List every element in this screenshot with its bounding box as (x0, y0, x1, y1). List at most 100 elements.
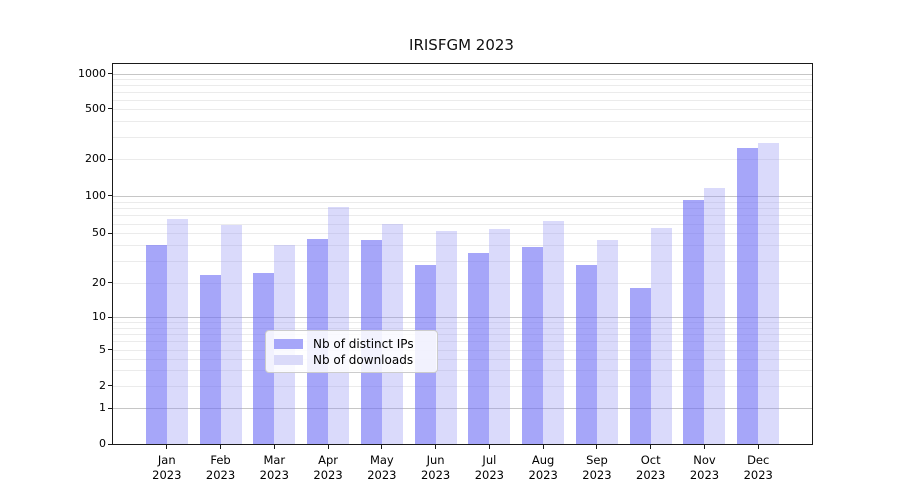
x-tick-label: Jul 2023 (457, 453, 521, 483)
gridline-minor (113, 233, 812, 235)
x-tick-month: May (369, 453, 394, 467)
x-tick-mark (273, 444, 275, 449)
y-tick-mark (108, 316, 113, 318)
legend-swatch-distinct-ips (274, 339, 303, 349)
x-tick-mark (488, 444, 490, 449)
bar-distinct-ips (629, 287, 651, 444)
gridline-minor (113, 79, 812, 81)
y-tick-label: 100 (85, 188, 106, 202)
x-tick-mark (757, 444, 759, 449)
bar-distinct-ips (522, 246, 544, 444)
chart-title: IRISFGM 2023 (409, 36, 514, 54)
gridline-minor (113, 99, 812, 101)
x-tick-label: Apr 2023 (296, 453, 360, 483)
y-tick-label: 10 (92, 310, 106, 324)
gridline-major (113, 73, 812, 75)
x-tick-label: Sep 2023 (565, 453, 629, 483)
x-tick-label: May 2023 (350, 453, 414, 483)
x-tick-year: 2023 (689, 468, 720, 482)
x-tick-month: Feb (210, 453, 231, 467)
y-tick-label: 50 (92, 226, 106, 240)
x-tick-month: Dec (747, 453, 770, 467)
x-tick-year: 2023 (259, 468, 289, 482)
gridline-minor (113, 369, 812, 371)
x-tick-label: Oct 2023 (619, 453, 683, 483)
x-tick-label: Jun 2023 (404, 453, 468, 483)
bar-downloads (650, 228, 672, 444)
gridline-minor (113, 136, 812, 138)
y-tick-label: 20 (92, 275, 106, 289)
x-tick-label: Aug 2023 (511, 453, 575, 483)
plot-area: 0 1 2 5 10 20 50 100 200 500 1000 Jan 2023 Feb 2023 Mar… (78, 63, 813, 482)
gridline-minor (113, 108, 812, 110)
bar-downloads (328, 206, 350, 444)
y-tick-label: 200 (85, 152, 106, 165)
gridline-minor (113, 358, 812, 360)
x-tick-mark (327, 444, 329, 449)
gridline-minor (113, 215, 812, 217)
x-tick-year: 2023 (474, 468, 505, 482)
gridline-minor (113, 349, 812, 351)
y-tick-label: 1 (99, 401, 106, 415)
x-tick-mark (381, 444, 383, 449)
x-tick-year: 2023 (367, 468, 397, 482)
y-tick-mark (108, 282, 113, 283)
x-tick-month: Apr (318, 453, 339, 467)
x-tick-label: Dec 2023 (726, 453, 790, 483)
legend-label-distinct-ips: Nb of distinct IPs (313, 337, 414, 351)
x-tick-mark (650, 444, 652, 449)
x-tick-mark (542, 444, 544, 449)
x-tick-month: Aug (531, 453, 555, 467)
bar-downloads (435, 231, 457, 444)
gridline-minor (113, 245, 812, 247)
gridline-minor (113, 201, 812, 203)
x-tick-year: 2023 (205, 468, 236, 482)
gridline-minor (113, 85, 812, 87)
gridline-minor (113, 334, 812, 336)
bar-downloads (596, 240, 618, 444)
gridline-minor (113, 260, 812, 262)
gridline-major (113, 195, 812, 197)
x-tick-month: Mar (263, 453, 286, 467)
x-tick-year: 2023 (420, 468, 451, 482)
y-tick-mark (108, 158, 113, 160)
bar-distinct-ips (145, 245, 167, 444)
y-tick-mark (108, 349, 113, 351)
y-tick-label: 5 (99, 342, 106, 356)
x-tick-year: 2023 (152, 468, 182, 482)
bar-distinct-ips (683, 200, 705, 444)
gridline-major (113, 317, 812, 319)
legend-item-downloads: Nb of downloads (274, 352, 429, 368)
y-tick-mark (108, 443, 113, 445)
legend-label-downloads: Nb of downloads (313, 353, 414, 367)
bar-downloads (704, 187, 726, 444)
y-tick-mark (108, 73, 113, 75)
y-tick-mark (108, 195, 113, 197)
bar-distinct-ips (253, 272, 275, 444)
legend-item-distinct-ips: Nb of distinct IPs (274, 336, 429, 352)
gridline-minor (113, 159, 812, 160)
bar-downloads (758, 142, 780, 444)
bar-distinct-ips (575, 264, 597, 444)
x-tick-month: Oct (640, 453, 661, 467)
gridline-minor (113, 322, 812, 324)
gridline-minor (113, 121, 812, 123)
y-tick-mark (108, 385, 113, 387)
y-tick-label: 500 (85, 101, 106, 115)
y-tick-mark (108, 407, 113, 409)
x-tick-month: Jul (482, 453, 497, 467)
y-tick-mark (108, 108, 113, 110)
y-tick-mark (108, 232, 113, 234)
x-tick-mark (166, 444, 168, 449)
bar-downloads (489, 229, 511, 444)
x-tick-month: Nov (693, 453, 716, 467)
gridline-minor (113, 91, 812, 93)
x-tick-year: 2023 (636, 468, 666, 482)
x-tick-mark (435, 444, 437, 449)
bar-distinct-ips (737, 148, 759, 444)
x-tick-year: 2023 (313, 468, 343, 482)
x-tick-year: 2023 (582, 468, 612, 482)
bar-downloads (166, 219, 188, 444)
x-tick-mark (596, 444, 598, 449)
